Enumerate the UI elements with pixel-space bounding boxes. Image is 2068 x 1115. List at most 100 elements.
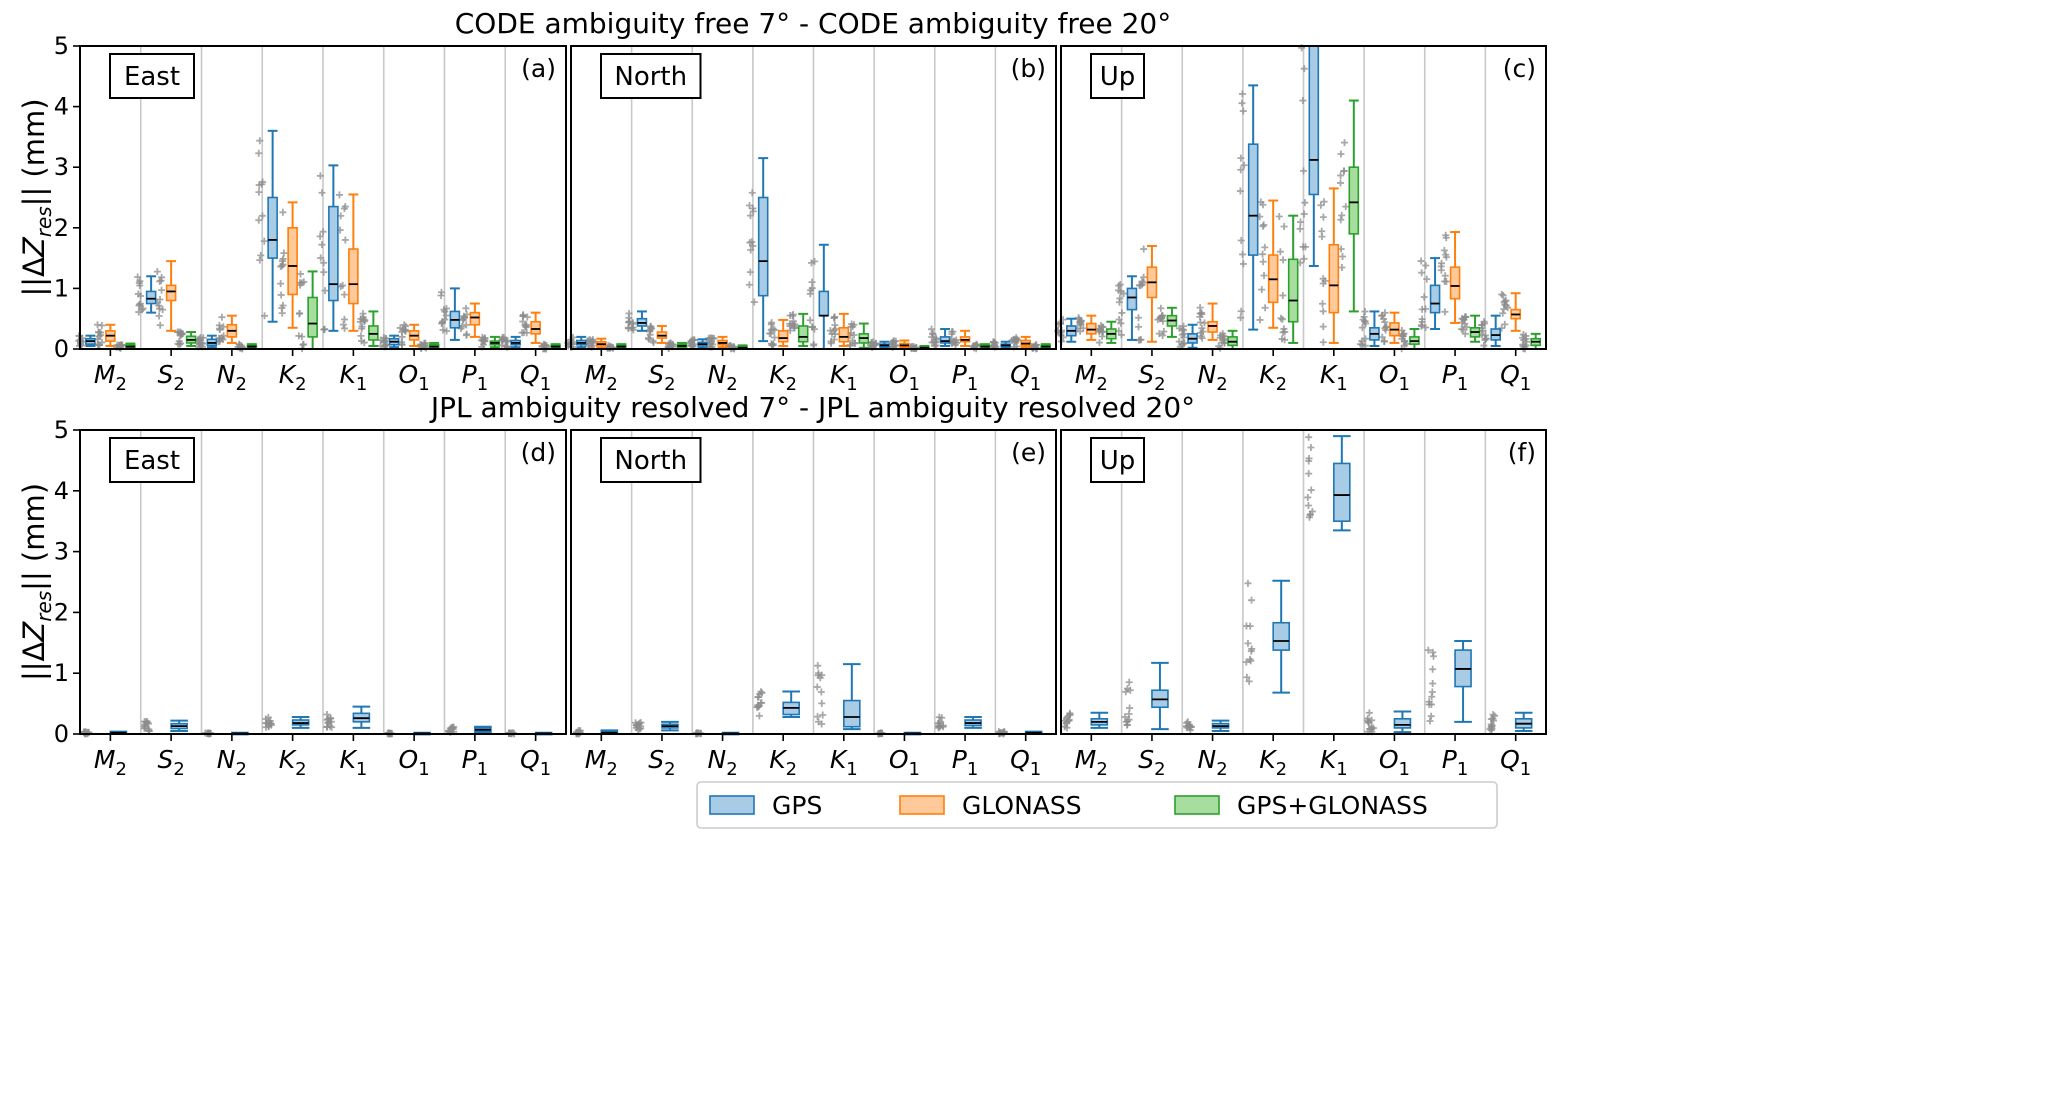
data-point (1117, 331, 1125, 339)
data-point (1338, 211, 1346, 219)
data-point (813, 683, 821, 691)
data-point (1442, 277, 1450, 285)
data-point (137, 292, 145, 300)
data-point (1321, 277, 1329, 285)
data-point (951, 341, 959, 349)
data-point (1242, 658, 1250, 666)
data-point (1117, 287, 1125, 295)
data-point (1155, 330, 1163, 338)
data-point (339, 282, 347, 290)
x-tick-label: P1 (1442, 745, 1469, 780)
data-point (1140, 273, 1148, 281)
data-point (1480, 342, 1488, 350)
data-point (1261, 304, 1269, 312)
data-point (1221, 339, 1229, 347)
panel-label: (c) (1503, 54, 1536, 83)
x-tick-label: P1 (462, 360, 489, 395)
x-tick-label: N2 (1197, 360, 1227, 395)
data-point (156, 295, 164, 303)
legend-label: GLONASS (962, 791, 1082, 820)
box-gps (939, 336, 951, 344)
data-point (158, 286, 166, 294)
data-point (398, 328, 406, 336)
data-point (255, 188, 263, 196)
data-point (1257, 198, 1265, 206)
data-point (1300, 65, 1308, 73)
row-title: CODE ambiguity free 7° - CODE ambiguity … (455, 7, 1172, 40)
data-point (1299, 97, 1307, 105)
data-point (828, 330, 836, 338)
box-glonass (165, 284, 177, 302)
data-point (219, 323, 227, 331)
data-point (300, 278, 308, 286)
data-point (1259, 250, 1267, 258)
data-point (341, 324, 349, 332)
data-point (1095, 339, 1103, 347)
data-point (1501, 320, 1509, 328)
data-point (1442, 231, 1450, 239)
data-point (1122, 688, 1130, 696)
data-point (687, 338, 695, 346)
data-point (1441, 308, 1449, 316)
data-point (381, 337, 389, 345)
data-point (143, 718, 151, 726)
data-point (1243, 673, 1251, 681)
data-point (398, 341, 406, 349)
data-point (198, 339, 206, 347)
data-point (1422, 323, 1430, 331)
data-point (1522, 332, 1530, 340)
data-point (629, 326, 637, 334)
data-point (1429, 680, 1437, 688)
data-point (1121, 713, 1129, 721)
data-point (505, 729, 513, 737)
data-point (817, 688, 825, 696)
panel-name: North (614, 446, 687, 476)
data-point (1381, 324, 1389, 332)
data-point (402, 322, 410, 330)
data-point (935, 723, 943, 731)
data-point (155, 302, 163, 310)
data-point (650, 339, 658, 347)
data-point (810, 340, 818, 348)
box-gps (843, 699, 861, 728)
data-point (892, 341, 900, 349)
data-point (359, 313, 367, 321)
x-tick-label: Q1 (1500, 360, 1531, 395)
x-tick-label: S2 (1138, 360, 1165, 395)
data-point (1219, 330, 1227, 338)
panel-frame (79, 429, 567, 735)
data-point (358, 325, 366, 333)
data-point (96, 341, 104, 349)
x-tick-label: Q1 (1010, 360, 1041, 395)
box-glonass (1328, 243, 1340, 314)
data-point (1337, 172, 1345, 180)
data-point (262, 719, 270, 727)
data-point (449, 723, 457, 731)
data-point (818, 699, 826, 707)
data-point (1429, 648, 1437, 656)
data-point (745, 281, 753, 289)
y-tick-label: 0 (54, 720, 69, 748)
data-point (1278, 315, 1286, 323)
data-point (177, 331, 185, 339)
data-point (1498, 324, 1506, 332)
data-point (1279, 256, 1287, 264)
data-point (1066, 711, 1074, 719)
data-point (1499, 309, 1507, 317)
data-point (1318, 227, 1326, 235)
data-point (1061, 723, 1069, 731)
panel-name-box (1090, 53, 1145, 99)
box-gps-glonass (368, 325, 379, 341)
data-point (135, 302, 143, 310)
data-point (1118, 309, 1126, 317)
data-point (1123, 721, 1131, 729)
data-point (1337, 150, 1345, 158)
legend-swatch (899, 795, 945, 815)
data-point (260, 237, 268, 245)
box-gps (328, 205, 339, 302)
panel-frame (570, 429, 1057, 735)
data-point (808, 323, 816, 331)
data-point (1095, 328, 1103, 336)
x-tick-label: P1 (952, 745, 979, 780)
x-tick-label: M2 (1075, 360, 1108, 395)
